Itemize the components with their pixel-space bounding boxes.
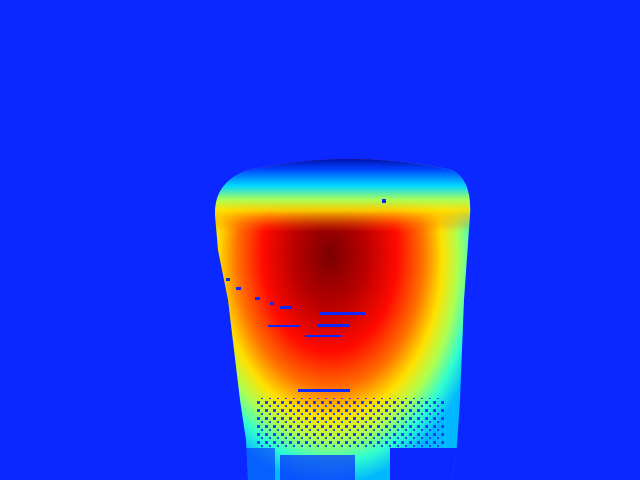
dot — [226, 278, 230, 281]
dot — [305, 335, 341, 337]
dot — [320, 312, 365, 315]
dot — [255, 297, 260, 300]
dot — [236, 287, 241, 290]
object — [214, 159, 471, 480]
dot — [270, 302, 274, 305]
object-top — [214, 159, 471, 235]
dot — [280, 306, 292, 309]
noise — [255, 398, 445, 448]
dot — [298, 389, 350, 392]
noise — [245, 448, 275, 480]
dot — [382, 199, 386, 203]
dot — [268, 325, 300, 327]
dots — [226, 199, 386, 392]
noise — [280, 455, 355, 480]
dot — [318, 324, 350, 327]
noise — [390, 448, 460, 480]
